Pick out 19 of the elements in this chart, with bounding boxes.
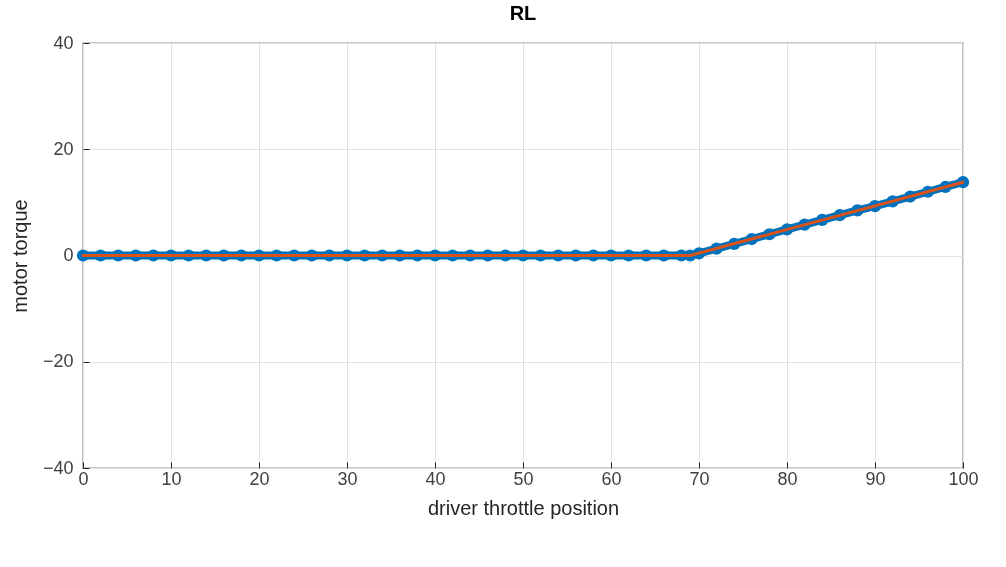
x-tick-label: 90 bbox=[865, 468, 886, 489]
x-tick-label: 50 bbox=[513, 468, 534, 489]
x-tick-label: 10 bbox=[161, 468, 182, 489]
x-axis-title: driver throttle position bbox=[427, 496, 620, 519]
y-tick-label: −20 bbox=[42, 351, 74, 372]
y-tick-label: 40 bbox=[53, 32, 74, 53]
x-tick-label: 70 bbox=[689, 468, 710, 489]
x-tick-label: 0 bbox=[78, 468, 89, 489]
chart-title: RL bbox=[509, 2, 537, 24]
x-tick-label: 100 bbox=[948, 468, 979, 489]
y-axis-title: motor torque bbox=[8, 199, 31, 313]
x-tick-label: 20 bbox=[249, 468, 270, 489]
x-tick-label: 60 bbox=[601, 468, 622, 489]
x-tick-label: 30 bbox=[337, 468, 358, 489]
y-tick-label: 20 bbox=[53, 138, 74, 159]
y-tick-label: −40 bbox=[42, 457, 74, 478]
x-tick-label: 80 bbox=[777, 468, 798, 489]
x-tick-label: 40 bbox=[425, 468, 446, 489]
y-tick-label: 0 bbox=[63, 245, 74, 265]
